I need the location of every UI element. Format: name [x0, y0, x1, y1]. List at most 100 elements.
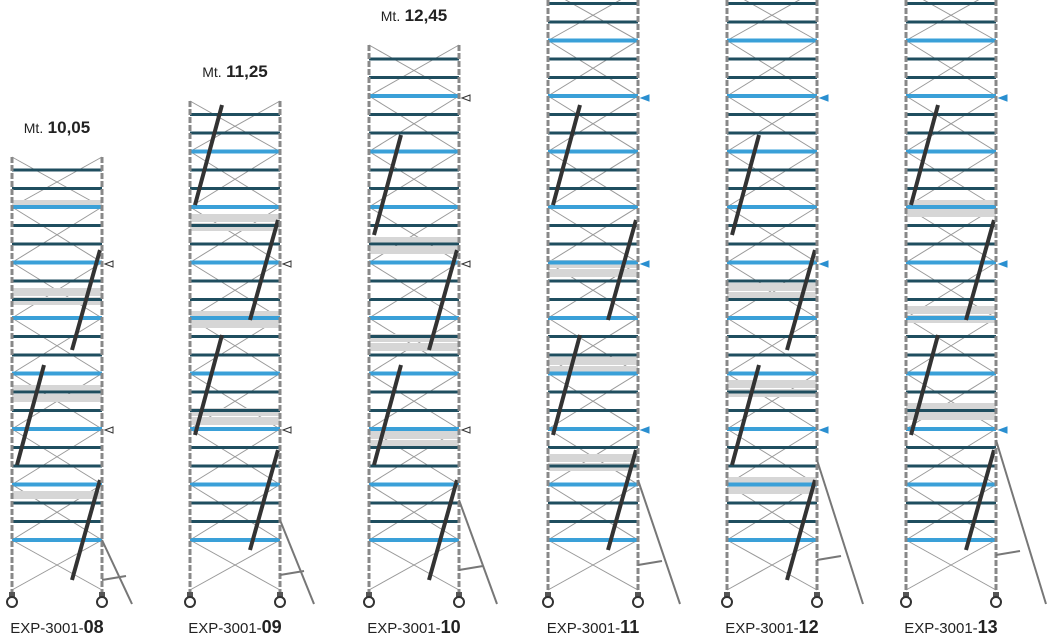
diagonal-brace	[15, 364, 46, 466]
diagonal-brace	[70, 479, 102, 581]
height-label: Mt. 12,45	[381, 6, 447, 25]
cross-brace	[922, 0, 997, 41]
platform	[12, 491, 102, 499]
cross-brace	[547, 484, 639, 541]
diagonal-brace	[909, 104, 940, 206]
height-label: Mt. 11,25	[202, 62, 268, 81]
wheel-fork	[724, 592, 730, 598]
platform	[190, 320, 280, 328]
model-prefix: EXP-3001-	[188, 620, 261, 637]
platform	[906, 209, 996, 217]
diagonal-brace	[606, 219, 638, 321]
cross-brace	[11, 206, 103, 263]
cross-brace	[743, 0, 818, 41]
cross-brace	[547, 0, 622, 41]
wheel-fork	[545, 592, 551, 598]
cross-brace	[905, 317, 997, 374]
wheel	[721, 596, 733, 608]
model-number: 13	[978, 617, 998, 637]
model-label: EXP-3001-13	[904, 617, 997, 637]
platform	[369, 246, 459, 254]
cross-brace	[905, 484, 997, 541]
cross-brace	[11, 428, 103, 485]
wheel-fork	[366, 592, 372, 598]
model-label: EXP-3001-12	[725, 617, 818, 637]
anchor-marker	[818, 426, 829, 434]
wheel	[274, 596, 286, 608]
platform	[190, 311, 280, 319]
anchor-marker	[997, 426, 1008, 434]
wheel	[990, 596, 1002, 608]
cross-brace	[726, 95, 818, 152]
platform	[548, 454, 638, 462]
wheel	[6, 596, 18, 608]
cross-brace	[368, 151, 460, 208]
platform	[190, 417, 280, 425]
wheel	[184, 596, 196, 608]
anchor-marker	[997, 94, 1008, 102]
tower	[6, 156, 133, 608]
anchor-marker	[103, 426, 114, 434]
cross-brace	[368, 539, 460, 591]
outrigger	[995, 439, 1047, 605]
cross-brace	[905, 95, 997, 152]
anchor-marker	[818, 94, 829, 102]
outrigger	[279, 570, 305, 576]
cross-brace	[905, 40, 997, 97]
model-number: 12	[799, 617, 819, 637]
platform	[12, 385, 102, 393]
platform	[369, 431, 459, 439]
cross-brace	[726, 0, 801, 41]
wheel	[811, 596, 823, 608]
anchor-marker	[281, 260, 292, 268]
anchor-marker	[460, 260, 471, 268]
platform	[548, 269, 638, 277]
wheel	[542, 596, 554, 608]
model-label: EXP-3001-11	[547, 617, 639, 637]
wheel	[632, 596, 644, 608]
cross-brace	[547, 40, 639, 97]
cross-brace	[726, 206, 818, 263]
platform	[190, 214, 280, 222]
diagonal-brace	[785, 249, 817, 351]
outrigger	[637, 560, 663, 566]
cross-brace	[547, 95, 639, 152]
diagonal-brace	[730, 134, 761, 236]
anchor-marker	[460, 426, 471, 434]
platform	[906, 200, 996, 208]
platform	[727, 283, 817, 291]
diagonal-brace	[964, 219, 996, 321]
cross-brace	[726, 40, 818, 97]
model-number: 08	[84, 617, 104, 637]
platform	[727, 486, 817, 494]
diagonal-brace	[427, 249, 459, 351]
diagonal-brace	[70, 249, 102, 351]
platform	[12, 394, 102, 402]
height-prefix: Mt.	[202, 64, 221, 80]
cross-brace	[726, 428, 818, 485]
wheel-fork	[277, 592, 283, 598]
platform	[548, 366, 638, 374]
cross-brace	[547, 206, 639, 263]
cross-brace	[189, 100, 281, 152]
cross-brace	[726, 151, 818, 208]
tower	[900, 0, 1047, 608]
wheel-fork	[9, 592, 15, 598]
diagonal-brace	[909, 334, 940, 436]
outrigger	[995, 550, 1021, 556]
diagonal-brace	[372, 364, 403, 466]
outrigger	[279, 519, 315, 605]
wheel	[363, 596, 375, 608]
wheel-fork	[993, 592, 999, 598]
anchor-marker	[639, 426, 650, 434]
cross-brace	[368, 44, 460, 97]
outrigger	[101, 575, 127, 581]
anchor-marker	[639, 260, 650, 268]
platform	[12, 288, 102, 296]
outrigger	[816, 459, 864, 605]
cross-brace	[905, 0, 980, 41]
cross-brace	[189, 484, 281, 541]
wheel-fork	[187, 592, 193, 598]
anchor-marker	[639, 94, 650, 102]
